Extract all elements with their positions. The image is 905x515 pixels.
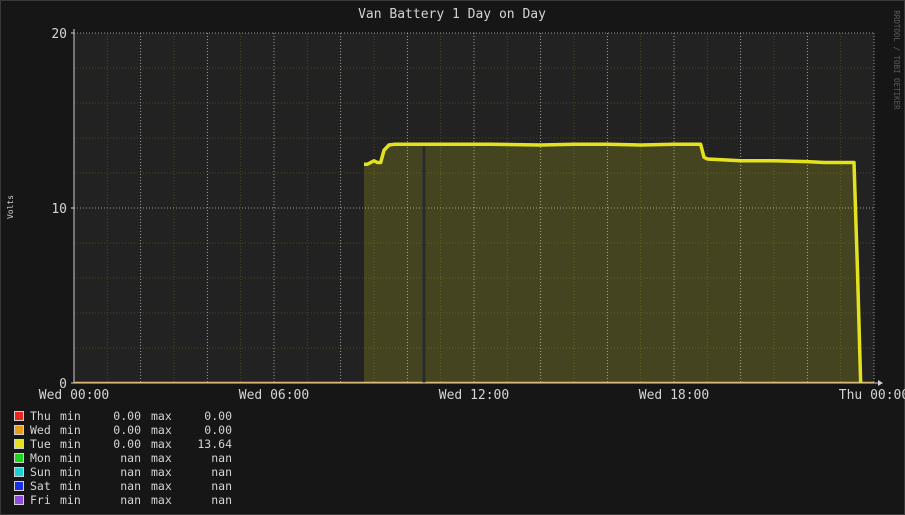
legend-row-sat: Sat min nan max nan [14,479,242,493]
legend-max-value: 0.00 [204,423,232,437]
legend-min-label: min [60,423,81,437]
legend-row-tue: Tue min 0.00 max 13.64 [14,437,242,451]
x-tick-label: Wed 18:00 [639,388,709,403]
legend-min-value: 0.00 [113,437,141,451]
legend-row-mon: Mon min nan max nan [14,451,242,465]
legend-series-name: Sun [30,465,51,479]
legend-min-label: min [60,437,81,451]
legend-series-name: Sat [30,479,51,493]
x-tick-label: Thu 00:00 [839,388,905,403]
legend-max-label: max [151,437,172,451]
legend-max-value: nan [211,479,232,493]
legend-min-value: 0.00 [113,423,141,437]
x-tick-label: Wed 12:00 [439,388,509,403]
legend-min-label: min [60,479,81,493]
legend-max-label: max [151,465,172,479]
legend-swatch [14,425,24,435]
y-tick-label: 0 [59,377,67,392]
legend: Thu min 0.00 max 0.00 Wed min 0.00 max 0.00 Tue min… [14,409,242,507]
legend-series-name: Wed [30,423,51,437]
legend-min-label: min [60,451,81,465]
legend-swatch [14,495,24,505]
legend-swatch [14,439,24,449]
series-area-tue [364,144,861,383]
series-line-tue [364,142,863,384]
legend-swatch [14,467,24,477]
x-tick-label: Wed 06:00 [239,388,309,403]
legend-max-value: nan [211,493,232,507]
watermark: RRDTOOL / TOBI OETIKER [892,10,901,110]
legend-min-value: nan [120,451,141,465]
legend-max-value: 13.64 [197,437,232,451]
legend-min-label: min [60,465,81,479]
legend-series-name: Tue [30,437,51,451]
legend-max-value: 0.00 [204,409,232,423]
y-tick-label: 10 [51,202,67,217]
legend-max-value: nan [211,465,232,479]
legend-max-label: max [151,479,172,493]
x-axis-arrow [878,380,883,386]
legend-max-label: max [151,409,172,423]
legend-min-value: nan [120,465,141,479]
chart-title: Van Battery 1 Day on Day [358,7,546,22]
y-axis-label: Volts [6,195,15,219]
legend-min-value: 0.00 [113,409,141,423]
legend-max-label: max [151,423,172,437]
x-tick-label: Wed 00:00 [39,388,109,403]
y-tick-label: 20 [51,27,67,42]
legend-swatch [14,411,24,421]
legend-max-value: nan [211,451,232,465]
legend-min-label: min [60,409,81,423]
legend-min-label: min [60,493,81,507]
legend-row-fri: Fri min nan max nan [14,493,242,507]
legend-max-label: max [151,451,172,465]
legend-swatch [14,481,24,491]
legend-series-name: Mon [30,451,51,465]
legend-series-name: Thu [30,409,51,423]
legend-row-sun: Sun min nan max nan [14,465,242,479]
plot-axes: 0 10 20 Wed 00:00 Wed 06:00 Wed 12:00 Wed 18:0… [39,27,905,403]
legend-max-label: max [151,493,172,507]
plot-grid [73,32,875,383]
legend-min-value: nan [120,479,141,493]
legend-row-wed: Wed min 0.00 max 0.00 [14,423,242,437]
legend-swatch [14,453,24,463]
legend-series-name: Fri [30,493,51,507]
legend-min-value: nan [120,493,141,507]
legend-row-thu: Thu min 0.00 max 0.00 [14,409,242,423]
